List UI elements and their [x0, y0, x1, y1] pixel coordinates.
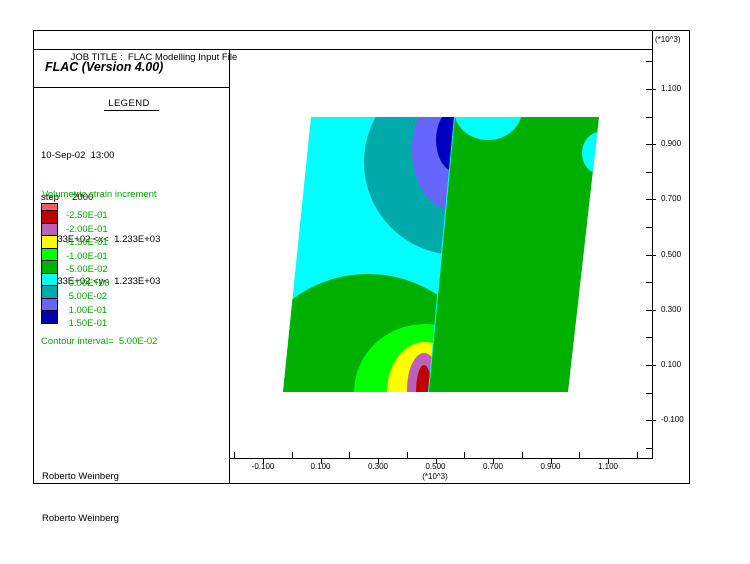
y-extent: -2.333E+02 <y< 1.233E+03	[41, 276, 161, 287]
color-swatch	[42, 210, 57, 223]
y-major-tick	[646, 309, 656, 311]
y-tick-label: -0.100	[661, 415, 684, 425]
contour-cyan-edge-lobe	[582, 132, 599, 174]
y-minor-tick	[646, 392, 652, 394]
color-swatch	[42, 222, 57, 235]
color-swatch	[42, 285, 57, 298]
x-major-tick	[493, 458, 494, 464]
x-major-tick	[263, 458, 264, 464]
contour-level-value: -1.50E-01	[66, 237, 108, 248]
x-minor-tick	[636, 452, 638, 458]
contour-cyan-top-lobe	[454, 117, 522, 140]
y-major-tick	[646, 365, 656, 366]
color-swatch	[42, 297, 57, 310]
color-swatch	[42, 310, 57, 323]
x-tick-label: 0.100	[310, 462, 331, 471]
x-major-tick	[378, 458, 379, 464]
x-minor-tick	[349, 452, 351, 458]
contour-level-value: 5.00E-02	[66, 291, 108, 302]
contour-level-value: -1.00E-01	[66, 250, 108, 262]
y-tick-label: 0.300	[661, 304, 682, 314]
x-minor-tick	[521, 452, 523, 458]
contour-level-value: -2.50E-01	[66, 210, 108, 221]
window-border	[33, 30, 690, 484]
color-swatch	[42, 272, 57, 285]
y-major-tick	[646, 89, 656, 90]
y-major-tick	[646, 254, 656, 256]
y-tick-label: 1.100	[661, 84, 682, 93]
x-tick-label: 0.700	[482, 462, 504, 471]
contour-ring-red	[416, 365, 432, 392]
x-major-tick	[435, 458, 437, 464]
y-minor-tick	[646, 171, 652, 173]
x-minor-tick	[291, 452, 293, 458]
y-tick-label: 0.700	[661, 194, 682, 204]
contour-level-value: -2.00E-01	[66, 223, 108, 235]
contour-plot	[283, 117, 599, 392]
y-tick-label: 0.100	[661, 360, 682, 369]
x-tick-label: -0.100	[251, 462, 275, 471]
contour-darkblue-lobe	[436, 117, 455, 172]
contour-field-title: Volumetric strain increment	[42, 189, 157, 200]
color-swatch	[42, 260, 57, 273]
y-major-tick	[646, 199, 656, 201]
color-swatch	[42, 235, 57, 248]
right-block-contours	[454, 117, 599, 174]
contour-ring-brightgreen	[354, 324, 455, 392]
contour-level-value: 1.00E-01	[66, 304, 108, 316]
contour-level-value: 1.50E-01	[66, 318, 108, 329]
x-major-tick	[550, 458, 552, 464]
x-tick-label: 1.100	[597, 462, 619, 471]
x-minor-tick	[464, 452, 466, 458]
x-axis-line	[230, 458, 653, 459]
legend-heading: LEGEND	[34, 98, 229, 111]
y-tick-label: 0.500	[661, 249, 682, 259]
app-title-box: FLAC (Version 4.00)	[34, 50, 229, 88]
x-minor-tick	[579, 452, 581, 458]
credit-line-1: Roberto Weinberg	[42, 471, 119, 482]
color-scale	[41, 203, 58, 324]
y-major-tick	[646, 420, 656, 422]
contour-level-value: -5.00E-02	[66, 264, 108, 275]
contour-teal-lobe	[364, 117, 455, 255]
job-title-bar: JOB TITLE : FLAC Modelling Input File	[34, 31, 652, 63]
y-axis-line	[652, 30, 653, 459]
x-axis-unit: (*10^3)	[422, 472, 448, 481]
legend-meta: 10-Sep-02 13:00 step 2000 -2.333E+02 <x<…	[41, 121, 160, 317]
contour-interval-label: Contour interval= 5.00E-02	[41, 336, 158, 347]
credits: Roberto Weinberg Roberto Weinberg	[42, 442, 119, 554]
x-tick-label: 0.900	[540, 462, 561, 471]
contour-level-value: 0.00E+00	[66, 277, 110, 289]
y-minor-tick	[646, 447, 652, 449]
y-axis-unit: (*10^3)	[655, 35, 681, 44]
y-minor-tick	[646, 282, 652, 284]
y-tick-label: 0.900	[661, 139, 682, 149]
legend-panel: FLAC (Version 4.00) LEGEND 10-Sep-02 13:…	[34, 50, 230, 524]
x-minor-tick	[406, 452, 408, 458]
mesh-right-block	[429, 117, 599, 392]
color-swatch	[42, 204, 57, 210]
y-minor-tick	[646, 116, 652, 118]
x-major-tick	[320, 458, 322, 464]
y-major-tick	[646, 144, 656, 146]
x-extent: -2.333E+02 <x< 1.233E+03	[41, 234, 161, 245]
y-minor-tick	[646, 61, 652, 63]
step-count: step 2000	[41, 192, 94, 203]
color-swatch	[42, 247, 57, 260]
y-minor-tick	[646, 337, 652, 339]
x-major-tick	[608, 458, 609, 464]
app-title: FLAC (Version 4.00)	[45, 60, 164, 74]
credit-line-2: Roberto Weinberg	[42, 513, 119, 524]
x-tick-label: 0.500	[425, 462, 446, 471]
x-tick-label: 0.300	[367, 462, 389, 471]
x-minor-tick	[234, 452, 236, 458]
contour-level-labels: -2.50E-01 -2.00E-01 -1.50E-01 -1.00E-01 -5.0…	[66, 209, 110, 331]
y-minor-tick	[646, 227, 652, 228]
plot-timestamp: 10-Sep-02 13:00	[41, 150, 115, 161]
